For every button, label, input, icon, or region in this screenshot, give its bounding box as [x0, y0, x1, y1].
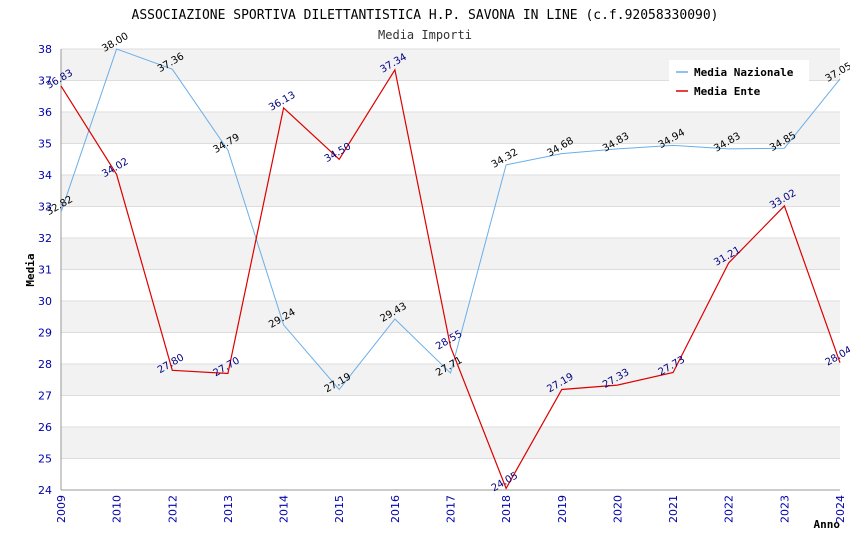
grid-band: [61, 364, 840, 396]
grid-band: [61, 112, 840, 144]
x-tick-label: 2018: [500, 495, 513, 523]
y-tick-label: 24: [38, 484, 52, 497]
grid-band: [61, 238, 840, 270]
x-tick-label: 2009: [55, 495, 68, 523]
x-tick-label: 2015: [333, 495, 346, 523]
chart-subtitle: Media Importi: [378, 28, 472, 42]
y-tick-label: 25: [38, 453, 52, 466]
y-axis-label: Media: [24, 253, 37, 286]
x-tick-labels: 2009 2010 2012 2013 2014 2015 2016 2017 2018 2019…: [55, 495, 847, 523]
y-tick-label: 33: [38, 201, 52, 214]
x-tick-label: 2017: [445, 495, 458, 523]
x-tick-label: 2014: [278, 495, 291, 523]
legend-label-media-ente: Media Ente: [694, 85, 761, 98]
legend: Media Nazionale Media Ente: [669, 60, 809, 102]
legend-label-media-nazionale: Media Nazionale: [694, 66, 794, 79]
grid-band: [61, 458, 840, 490]
y-tick-label: 28: [38, 358, 52, 371]
y-tick-labels: 24 25 26 27 28 29 30 31 32 33 34 35 36 37 38: [38, 43, 52, 497]
series-lines: [60, 48, 841, 490]
y-tick-label: 26: [38, 421, 52, 434]
legend-box: [669, 60, 809, 102]
y-tick-label: 35: [38, 138, 52, 151]
series-line: [60, 48, 841, 391]
gridlines: [61, 48, 840, 491]
grid-band: [61, 269, 840, 301]
y-tick-label: 38: [38, 43, 52, 56]
grid-band: [61, 427, 840, 459]
x-tick-label: 2013: [222, 495, 235, 523]
x-tick-label: 2020: [611, 495, 624, 523]
x-tick-label: 2022: [723, 495, 736, 523]
chart-title: ASSOCIAZIONE SPORTIVA DILETTANTISTICA H.…: [132, 8, 719, 23]
grid-band: [61, 395, 840, 427]
x-axis-label: Anno: [814, 518, 841, 531]
y-tick-label: 27: [38, 390, 52, 403]
series-line: [60, 68, 841, 490]
x-tick-label: 2012: [166, 495, 179, 523]
x-tick-label: 2019: [556, 495, 569, 523]
y-tick-label: 29: [38, 327, 52, 340]
y-tick-label: 30: [38, 295, 52, 308]
y-tick-label: 32: [38, 232, 52, 245]
y-tick-label: 31: [38, 264, 52, 277]
x-tick-label: 2023: [778, 495, 791, 523]
x-tick-label: 2010: [111, 495, 124, 523]
grid-band: [61, 143, 840, 175]
y-tick-label: 36: [38, 106, 52, 119]
grid-band: [61, 301, 840, 333]
x-tick-label: 2024: [834, 495, 847, 523]
y-tick-label: 34: [38, 169, 52, 182]
y-tick-label: 37: [38, 75, 52, 88]
x-tick-label: 2021: [667, 495, 680, 523]
x-tick-label: 2016: [389, 495, 402, 523]
grid-band: [61, 206, 840, 238]
grid-band: [61, 175, 840, 207]
